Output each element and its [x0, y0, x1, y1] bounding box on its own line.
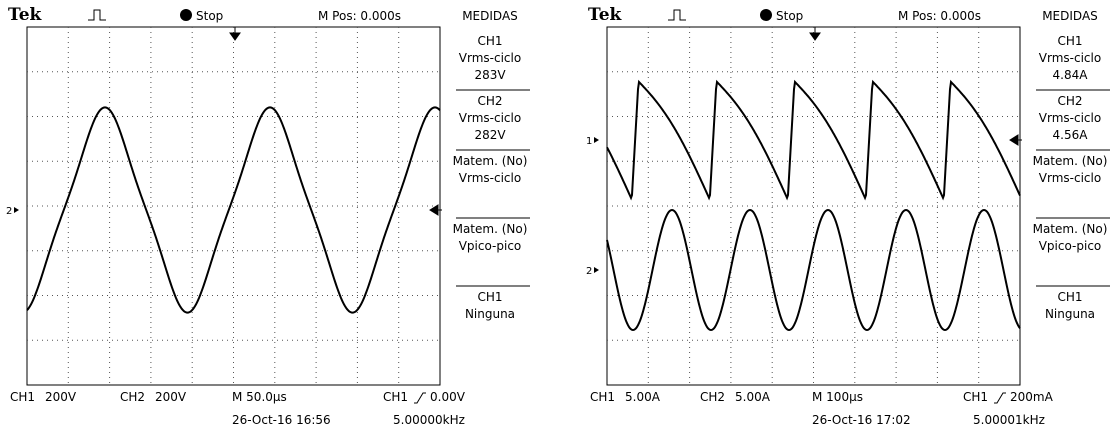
channel-marker-arrow [594, 137, 599, 143]
footer-freq: 5.00001kHz [973, 413, 1045, 427]
waveform [607, 82, 1020, 198]
graticule-frame [607, 27, 1020, 385]
edge-icon [994, 393, 1006, 403]
footer-ch2-scale: 5.00A [735, 390, 771, 404]
menu-item-text: Ninguna [1045, 307, 1095, 321]
footer-ch1: CH1 [10, 390, 35, 404]
menu-item-text: Vrms-ciclo [1039, 51, 1101, 65]
waveform [27, 107, 440, 312]
footer-time: M 100µs [812, 390, 863, 404]
menu-item-text: Vrms-ciclo [1039, 111, 1101, 125]
footer-freq: 5.00000kHz [393, 413, 465, 427]
scope-panel: Tek Stop M Pos: 0.000s MEDIDAS 1 2 CH1 Vrms-cic… [586, 5, 1110, 427]
footer-ch1-scale: 5.00A [625, 390, 661, 404]
scope-panel: Tek Stop M Pos: 0.000s MEDIDAS 2 CH1 Vrms-cicl… [6, 5, 530, 427]
footer-ch2: CH2 [120, 390, 145, 404]
menu-title: MEDIDAS [1042, 9, 1098, 23]
menu-item-text: Vrms-ciclo [1039, 171, 1101, 185]
acq-icon [668, 10, 686, 20]
graticule-frame [27, 27, 440, 385]
menu-item-text: 283V [474, 68, 506, 82]
menu-item-text: CH1 [1057, 34, 1082, 48]
footer-trig-ch: CH1 [963, 390, 988, 404]
menu-item-text: Matem. (No) [1033, 154, 1108, 168]
menu-item-text: CH2 [1057, 94, 1082, 108]
footer-ch1: CH1 [590, 390, 615, 404]
menu-item-text: Matem. (No) [453, 154, 528, 168]
m-pos: M Pos: 0.000s [318, 9, 401, 23]
menu-item-text: 4.56A [1053, 128, 1089, 142]
channel-marker: 2 [586, 266, 592, 277]
menu-item-text: Vrms-ciclo [459, 111, 521, 125]
menu-item-text: Matem. (No) [1033, 222, 1108, 236]
footer-date: 26-Oct-16 16:56 [232, 413, 331, 427]
menu-item-text: CH1 [477, 34, 502, 48]
screenshot: Tek Stop M Pos: 0.000s MEDIDAS 2 CH1 Vrms-cicl… [0, 0, 1113, 432]
trigger-pos-arrow [810, 27, 820, 40]
footer-date: 26-Oct-16 17:02 [812, 413, 911, 427]
edge-icon [414, 393, 426, 403]
menu-item-text: CH1 [1057, 290, 1082, 304]
footer-ch1-scale: 200V [45, 390, 77, 404]
status: Stop [196, 9, 223, 23]
menu-item-text: Vrms-ciclo [459, 171, 521, 185]
stop-dot [180, 9, 192, 21]
footer-trig-level: 0.00V [430, 390, 466, 404]
trigger-pos-arrow [230, 27, 240, 40]
status: Stop [776, 9, 803, 23]
brand: Tek [588, 5, 623, 25]
menu-item-text: CH1 [477, 290, 502, 304]
footer-trig-level: 200mA [1010, 390, 1054, 404]
acq-icon [88, 10, 106, 20]
channel-marker: 1 [586, 136, 592, 147]
menu-item-text: Matem. (No) [453, 222, 528, 236]
menu-item-text: 282V [474, 128, 506, 142]
stop-dot [760, 9, 772, 21]
channel-marker: 2 [6, 206, 12, 217]
menu-item-text: Vpico-pico [1039, 239, 1102, 253]
footer-ch2: CH2 [700, 390, 725, 404]
footer-time: M 50.0µs [232, 390, 287, 404]
menu-title: MEDIDAS [462, 9, 518, 23]
channel-marker-arrow [14, 207, 19, 213]
footer-trig-ch: CH1 [383, 390, 408, 404]
menu-item-text: 4.84A [1053, 68, 1089, 82]
channel-marker-arrow [594, 267, 599, 273]
m-pos: M Pos: 0.000s [898, 9, 981, 23]
footer-ch2-scale: 200V [155, 390, 187, 404]
menu-item-text: Ninguna [465, 307, 515, 321]
brand: Tek [8, 5, 43, 25]
menu-item-text: Vrms-ciclo [459, 51, 521, 65]
menu-item-text: Vpico-pico [459, 239, 522, 253]
menu-item-text: CH2 [477, 94, 502, 108]
